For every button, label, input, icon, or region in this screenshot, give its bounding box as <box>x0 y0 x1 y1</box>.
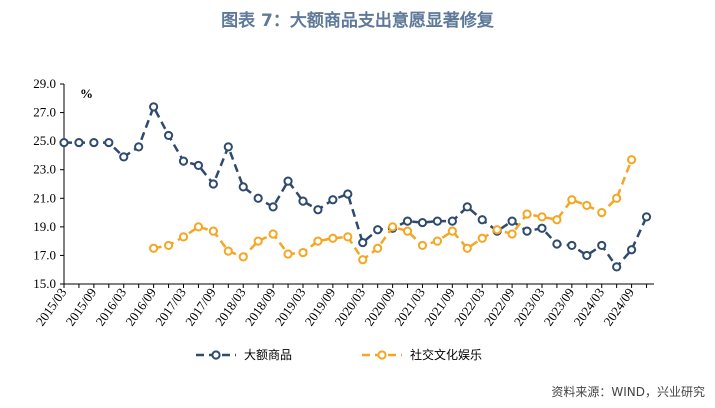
y-tick-label: 27.0 <box>33 105 56 120</box>
data-point <box>358 255 368 265</box>
data-point <box>313 205 323 215</box>
data-point <box>507 229 517 239</box>
data-point <box>223 246 233 256</box>
data-point <box>268 202 278 212</box>
data-point <box>134 142 144 152</box>
data-point <box>373 225 383 235</box>
data-point <box>477 215 487 225</box>
data-point <box>597 207 607 218</box>
data-point <box>582 200 592 211</box>
data-point <box>313 236 323 246</box>
legend-swatch-marker <box>377 350 387 360</box>
data-point <box>74 137 84 148</box>
chart-title: 图表 7：大额商品支出意愿显著修复 <box>221 11 494 31</box>
data-point <box>119 152 129 162</box>
data-point <box>522 209 532 219</box>
data-point <box>552 239 562 249</box>
data-point <box>253 193 263 203</box>
data-point <box>208 179 218 189</box>
data-point <box>537 223 547 233</box>
data-point <box>178 232 189 242</box>
data-point <box>104 137 114 148</box>
data-point <box>522 226 532 236</box>
data-point <box>149 243 159 253</box>
data-point <box>343 189 353 199</box>
data-point <box>59 137 69 148</box>
data-point <box>417 240 428 251</box>
y-tick-label: 23.0 <box>33 162 56 177</box>
data-point <box>492 225 502 235</box>
data-point <box>208 226 218 236</box>
legend-item-1: 大额商品 <box>196 347 292 362</box>
data-point <box>89 137 99 148</box>
data-point <box>343 232 353 242</box>
data-point <box>477 233 487 243</box>
data-point <box>582 250 592 261</box>
data-point <box>283 249 293 259</box>
data-point <box>298 247 308 258</box>
series-1 <box>59 102 652 272</box>
data-point <box>507 216 517 226</box>
data-point <box>223 142 233 152</box>
data-point <box>626 245 637 255</box>
legend-label: 大额商品 <box>244 347 292 362</box>
data-point <box>328 195 338 205</box>
data-point <box>447 216 457 226</box>
data-point <box>447 226 457 236</box>
data-point <box>537 212 547 222</box>
data-point <box>432 216 443 226</box>
data-point <box>358 237 368 248</box>
data-point <box>552 215 562 225</box>
x-tick-label: 2024/09 <box>600 285 637 329</box>
data-point <box>417 217 428 228</box>
data-point <box>193 222 204 232</box>
data-point <box>149 102 159 112</box>
y-tick-label: 29.0 <box>33 76 56 91</box>
y-tick-label: 15.0 <box>33 276 56 291</box>
data-point <box>193 160 204 171</box>
y-unit-label: % <box>80 86 93 101</box>
data-point <box>567 240 577 251</box>
data-point <box>612 193 622 203</box>
data-point <box>612 262 622 272</box>
data-point <box>373 243 383 253</box>
legend-item-2: 社交文化娱乐 <box>362 347 482 362</box>
y-tick-label: 21.0 <box>33 190 56 205</box>
data-point <box>432 236 443 246</box>
series-2 <box>149 155 637 265</box>
y-tick-label: 19.0 <box>33 219 56 234</box>
data-point <box>178 156 189 166</box>
series-line <box>64 105 648 269</box>
axes: 29.027.025.023.021.019.017.015.0%2015/03… <box>33 76 654 329</box>
data-point <box>641 212 652 222</box>
data-point <box>163 130 174 141</box>
data-point <box>462 202 472 212</box>
y-tick-label: 25.0 <box>33 133 56 148</box>
data-point <box>626 155 637 165</box>
legend-label: 社交文化娱乐 <box>410 347 482 362</box>
data-point <box>402 226 413 236</box>
legend: 大额商品 社交文化娱乐 <box>196 347 482 362</box>
data-point <box>238 252 248 262</box>
series-layer <box>59 102 652 272</box>
data-point <box>163 240 174 251</box>
data-point <box>268 229 278 239</box>
data-point <box>283 176 293 186</box>
data-point <box>388 222 398 232</box>
data-point <box>238 182 248 192</box>
y-tick-label: 17.0 <box>33 247 56 262</box>
data-point <box>597 240 607 251</box>
source-note: 资料来源：WIND，兴业研究 <box>551 385 705 399</box>
data-point <box>298 196 308 206</box>
data-point <box>253 236 263 246</box>
data-point <box>402 216 413 226</box>
data-point <box>462 243 472 253</box>
legend-swatch-marker <box>211 350 221 360</box>
data-point <box>328 233 338 243</box>
data-point <box>567 195 577 205</box>
